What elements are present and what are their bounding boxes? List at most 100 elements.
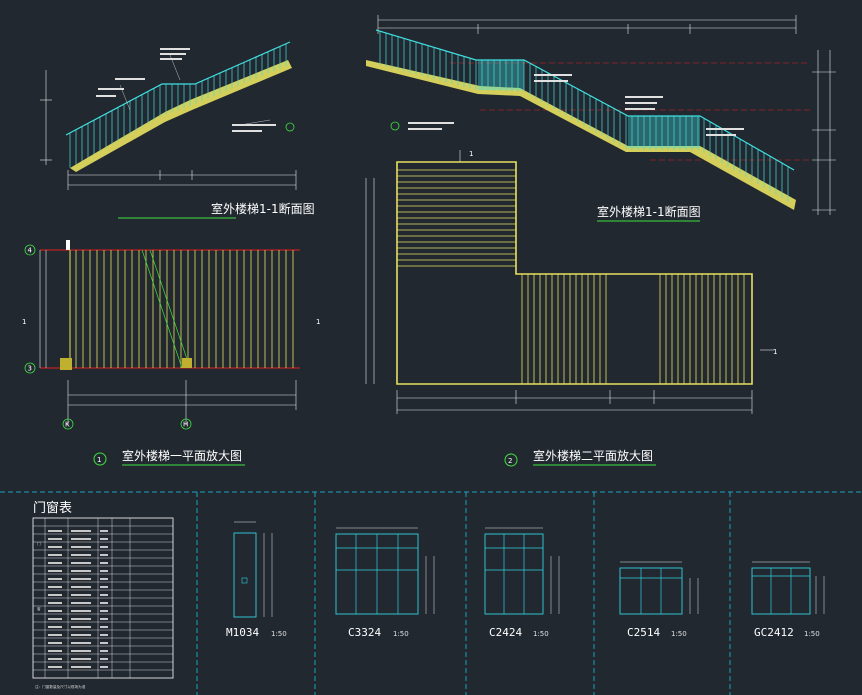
c3324-mullions: [336, 534, 418, 614]
m1034-label: M1034: [226, 626, 259, 639]
c3324-scale: 1:50: [393, 630, 409, 638]
table-cell-text: [100, 530, 108, 532]
m1034-handle: [241, 577, 248, 584]
section2-stair-hatch: [366, 60, 796, 210]
table-cell-text: [48, 554, 62, 556]
table-cell-text: [71, 666, 91, 668]
c2424-dims: [485, 527, 560, 614]
table-cell-text: [100, 570, 108, 572]
c2514-label: C2514: [627, 626, 660, 639]
c2424-mullions: [485, 534, 543, 614]
plan2-number-bubble: [504, 453, 518, 467]
elevation-gc2412: GC2412 1:50: [751, 561, 825, 639]
table-grid: [33, 518, 173, 678]
table-cell-text: [71, 650, 91, 652]
table-cell-text: [48, 530, 62, 532]
table-cell-text: [100, 594, 108, 596]
sheet-dividers: [0, 491, 862, 695]
table-cell-text: [71, 618, 91, 620]
gc2412-label: GC2412: [754, 626, 794, 639]
elevation-m1034: M1034 1:50: [226, 521, 287, 639]
gc2412-mullions: [752, 568, 810, 614]
table-note: 注：门窗数量及尺寸以现场为准: [35, 684, 86, 689]
table-cell-text: [48, 626, 62, 628]
gc2412-dims: [752, 561, 825, 614]
table-cell-text: [100, 546, 108, 548]
plan1-number: 1: [97, 456, 101, 464]
table-cell-text: [100, 626, 108, 628]
plan2-horizontal-treads: [397, 169, 516, 267]
table-cell-text: [48, 586, 62, 588]
c3324-label: C3324: [348, 626, 381, 639]
plan1-dimensions: [39, 250, 297, 425]
section1-dimensions: [40, 70, 297, 190]
grid-bubble-4: [24, 244, 36, 256]
section2-landing-rail: [478, 60, 524, 90]
grid-label-3: 3: [28, 365, 32, 373]
section1-title: 室外楼梯1-1断面图: [211, 201, 315, 216]
table-cell-text: [100, 554, 108, 556]
c2514-dims: [620, 561, 699, 614]
plan-1-drawing: 4 3 K H 1 1 1 室外楼梯一平面放大图: [22, 240, 320, 466]
section2-handrail: [375, 29, 795, 171]
c2424-label: C2424: [489, 626, 522, 639]
grid-bubble-k: [62, 418, 74, 430]
table-cell-text: [48, 602, 62, 604]
table-cell-texts: [48, 530, 108, 668]
plan1-treads: [75, 250, 294, 368]
table-cell-text: [71, 634, 91, 636]
plan2-cut-top: 1: [469, 150, 473, 158]
section2-landing-rail-2: [628, 116, 700, 148]
plan1-title: 室外楼梯一平面放大图: [122, 448, 242, 463]
table-cat-door: 门: [37, 541, 41, 546]
m1034-scale: 1:50: [271, 630, 287, 638]
table-cell-text: [100, 562, 108, 564]
plan1-cut-right: 1: [316, 318, 320, 326]
table-cell-text: [100, 634, 108, 636]
plan1-break-line-2: [141, 249, 183, 369]
table-cell-text: [48, 538, 62, 540]
c2514-frame: [619, 567, 683, 615]
m1034-dims: [234, 521, 273, 617]
plan-2-drawing: 1 1 2 室外楼梯二平面放大图: [365, 150, 777, 467]
table-cell-text: [100, 666, 108, 668]
grid-label-k: K: [65, 421, 70, 429]
c2424-scale: 1:50: [533, 630, 549, 638]
plan1-cut-left: 1: [22, 318, 26, 326]
table-cell-text: [100, 538, 108, 540]
grid-label-4: 4: [28, 247, 33, 255]
door-window-table: 门窗表 门 窗 注：门窗数量及尺寸以现场为准: [32, 500, 174, 689]
section-1-drawing: 室外楼梯1-1断面图: [40, 41, 315, 219]
table-cell-text: [100, 642, 108, 644]
table-cell-text: [48, 666, 62, 668]
section2-balusters: [379, 31, 789, 202]
grid-bubble-3: [24, 362, 36, 374]
table-cell-text: [48, 594, 62, 596]
table-cat-window: 窗: [37, 606, 41, 611]
table-cell-text: [100, 586, 108, 588]
plan2-outline: [396, 161, 753, 385]
table-cell-text: [71, 562, 91, 564]
plan2-vertical-treads: [521, 274, 745, 384]
table-cell-text: [100, 650, 108, 652]
table-cell-text: [100, 610, 108, 612]
section2-note-blocks: [408, 74, 744, 136]
table-cell-text: [71, 610, 91, 612]
section1-note-blocks: [96, 48, 276, 132]
table-cell-text: [71, 578, 91, 580]
table-cell-text: [48, 642, 62, 644]
plan2-number: 2: [508, 457, 512, 465]
c3324-dims: [336, 527, 435, 614]
table-cell-text: [100, 658, 108, 660]
table-cell-text: [71, 642, 91, 644]
table-cell-text: [48, 546, 62, 548]
table-cell-text: [71, 626, 91, 628]
table-cell-text: [48, 634, 62, 636]
plan2-cut-bottom: 1: [773, 348, 777, 356]
section1-stair-hatch: [70, 60, 292, 172]
gc2412-scale: 1:50: [804, 630, 820, 638]
plan1-break-line: [149, 249, 191, 369]
plan1-number-bubble: [93, 452, 107, 466]
plan2-title: 室外楼梯二平面放大图: [533, 448, 653, 463]
